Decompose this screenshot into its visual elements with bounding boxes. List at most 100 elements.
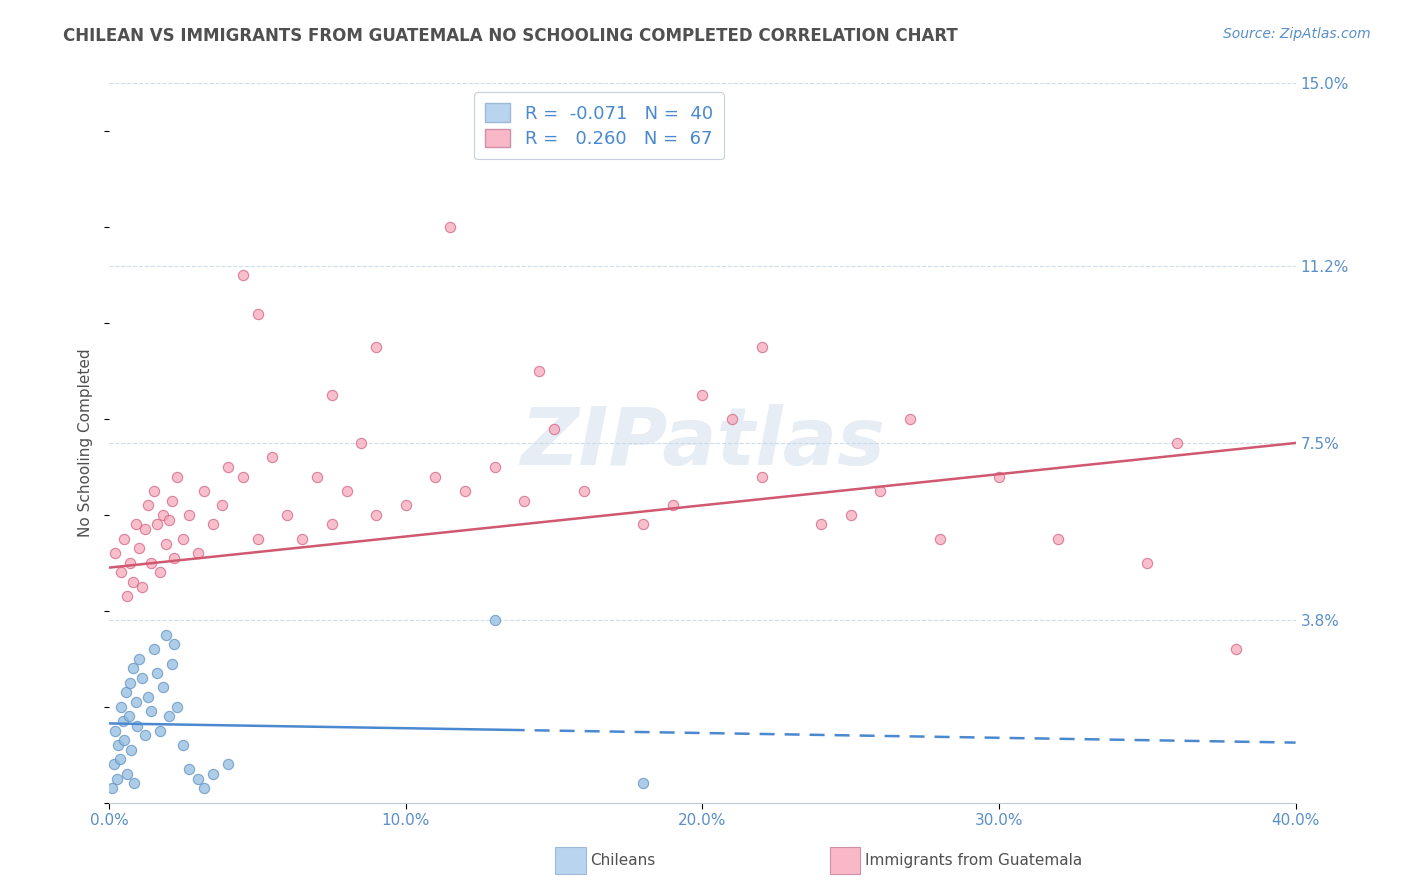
Point [172, 738, 194, 752]
Point [155, 628, 177, 642]
Point [142, 642, 165, 657]
Point [305, 469, 328, 483]
Point [107, 738, 129, 752]
Point [751, 340, 773, 354]
Point [246, 532, 269, 546]
Point [179, 508, 201, 522]
Point [1136, 556, 1159, 570]
Y-axis label: No Schooling Completed: No Schooling Completed [79, 349, 93, 537]
Point [155, 536, 177, 550]
Point [988, 469, 1011, 483]
Point [117, 709, 139, 723]
Point [572, 483, 595, 498]
Point [118, 675, 141, 690]
Point [928, 532, 950, 546]
Point [152, 508, 174, 522]
Point [145, 517, 167, 532]
Point [335, 483, 357, 498]
Point [484, 459, 506, 474]
Point [111, 714, 134, 728]
Point [157, 709, 180, 723]
Point [202, 766, 225, 780]
Point [484, 613, 506, 627]
Point [193, 483, 215, 498]
Point [136, 690, 159, 704]
Point [291, 532, 314, 546]
Point [513, 493, 536, 508]
Legend: R =  -0.071   N =  40, R =   0.260   N =  67: R = -0.071 N = 40, R = 0.260 N = 67 [474, 93, 724, 159]
Point [202, 517, 225, 532]
Point [631, 776, 654, 790]
Point [139, 556, 162, 570]
Point [103, 757, 125, 772]
Point [350, 436, 373, 450]
Point [166, 699, 188, 714]
Point [232, 469, 254, 483]
Point [692, 388, 714, 402]
Point [454, 483, 477, 498]
Point [187, 546, 209, 560]
Point [217, 459, 239, 474]
Point [1047, 532, 1070, 546]
Point [187, 772, 209, 786]
Text: ZIPatlas: ZIPatlas [520, 404, 884, 482]
Point [121, 743, 143, 757]
Point [149, 566, 172, 580]
Point [114, 685, 136, 699]
Point [1225, 642, 1247, 657]
Point [163, 551, 186, 566]
Point [211, 498, 233, 512]
Point [246, 307, 269, 321]
Point [160, 657, 183, 671]
Point [122, 661, 145, 675]
Text: Source: ZipAtlas.com: Source: ZipAtlas.com [1223, 27, 1371, 41]
Point [839, 508, 862, 522]
Point [366, 340, 388, 354]
Point [110, 699, 132, 714]
Point [321, 517, 343, 532]
Point [217, 757, 239, 772]
Point [321, 388, 343, 402]
Point [118, 556, 141, 570]
Point [425, 469, 447, 483]
Point [145, 666, 167, 681]
Point [1166, 436, 1188, 450]
Point [136, 498, 159, 512]
Point [166, 469, 188, 483]
Point [193, 781, 215, 796]
Point [232, 268, 254, 283]
Point [112, 733, 135, 747]
Point [104, 546, 127, 560]
Point [127, 719, 149, 733]
Point [869, 483, 891, 498]
Point [134, 522, 156, 536]
Point [101, 781, 124, 796]
Text: CHILEAN VS IMMIGRANTS FROM GUATEMALA NO SCHOOLING COMPLETED CORRELATION CHART: CHILEAN VS IMMIGRANTS FROM GUATEMALA NO … [63, 27, 957, 45]
Text: Immigrants from Guatemala: Immigrants from Guatemala [865, 854, 1083, 868]
Point [529, 364, 551, 378]
Point [131, 671, 153, 685]
Point [543, 421, 565, 435]
Point [128, 651, 150, 665]
Point [631, 517, 654, 532]
Point [179, 762, 201, 776]
Point [439, 220, 461, 235]
Point [276, 508, 298, 522]
Text: Chileans: Chileans [591, 854, 655, 868]
Point [157, 513, 180, 527]
Point [128, 541, 150, 556]
Point [160, 493, 183, 508]
Point [262, 450, 284, 465]
Point [751, 469, 773, 483]
Point [105, 772, 128, 786]
Point [172, 532, 194, 546]
Point [142, 483, 165, 498]
Point [104, 723, 127, 738]
Point [139, 705, 162, 719]
Point [110, 566, 132, 580]
Point [149, 723, 172, 738]
Point [115, 766, 138, 780]
Point [163, 637, 186, 651]
Point [898, 412, 921, 426]
Point [721, 412, 744, 426]
